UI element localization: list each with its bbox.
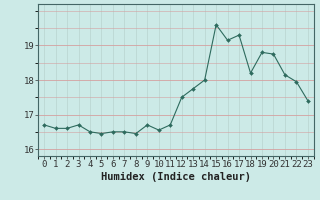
X-axis label: Humidex (Indice chaleur): Humidex (Indice chaleur) [101,172,251,182]
